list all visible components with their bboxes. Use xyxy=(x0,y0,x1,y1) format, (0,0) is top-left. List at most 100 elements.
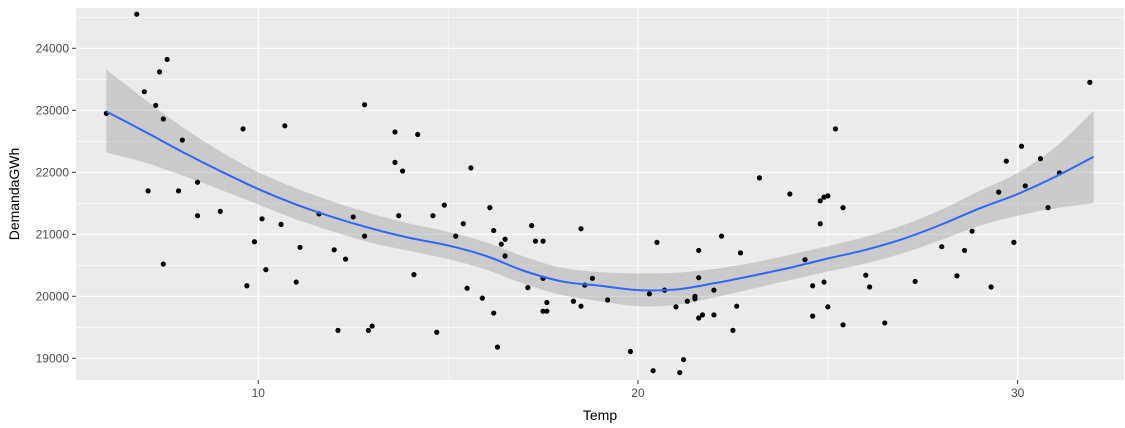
data-point xyxy=(244,283,250,289)
data-point xyxy=(1087,79,1093,85)
data-point xyxy=(540,238,546,244)
data-point xyxy=(737,250,744,256)
y-axis-title: DemandaGWh xyxy=(6,148,22,241)
data-point xyxy=(293,279,299,285)
data-point xyxy=(673,304,679,310)
data-point xyxy=(350,214,356,220)
data-point xyxy=(529,223,535,229)
data-point xyxy=(954,273,960,279)
data-point xyxy=(654,239,660,245)
data-point xyxy=(194,213,201,219)
data-point xyxy=(578,226,584,232)
data-point xyxy=(411,272,417,278)
data-point xyxy=(194,179,201,185)
data-point xyxy=(912,278,918,285)
data-point xyxy=(817,221,823,227)
data-point xyxy=(361,102,368,108)
data-point xyxy=(502,236,508,242)
data-point xyxy=(756,175,763,181)
data-point xyxy=(730,327,736,333)
data-point xyxy=(532,238,539,244)
data-point xyxy=(164,56,170,63)
data-point xyxy=(996,189,1002,195)
data-point xyxy=(711,287,717,293)
y-tick-label: 20000 xyxy=(36,289,70,303)
data-point xyxy=(570,298,577,304)
x-tick-label: 20 xyxy=(631,386,645,400)
data-point xyxy=(821,279,827,285)
data-point xyxy=(392,159,398,165)
data-point xyxy=(175,188,182,194)
data-point xyxy=(156,69,163,75)
data-point xyxy=(711,312,717,318)
data-point xyxy=(810,283,816,289)
data-point xyxy=(399,168,406,174)
data-point xyxy=(468,165,474,171)
data-point xyxy=(392,129,398,135)
x-tick-label: 30 xyxy=(1011,386,1025,400)
data-point xyxy=(680,356,687,363)
data-point xyxy=(153,102,159,108)
data-point xyxy=(160,261,166,267)
data-point xyxy=(240,126,246,132)
data-point xyxy=(544,299,550,306)
data-point xyxy=(145,188,151,194)
data-point xyxy=(627,348,633,355)
data-point xyxy=(453,233,459,239)
data-point xyxy=(494,344,501,350)
data-point xyxy=(278,221,284,227)
data-point xyxy=(365,327,371,333)
data-point xyxy=(1011,239,1017,245)
data-point xyxy=(430,213,436,219)
data-point xyxy=(863,272,869,278)
data-point xyxy=(361,233,368,239)
data-point xyxy=(259,216,265,222)
confidence-band-layer xyxy=(106,69,1094,307)
data-point xyxy=(604,297,611,303)
data-point xyxy=(491,227,497,234)
points-layer xyxy=(103,11,1093,376)
data-point xyxy=(434,329,440,335)
data-point xyxy=(540,308,546,314)
data-point xyxy=(677,369,683,376)
y-axis-ticks: 19000 20000 21000 22000 23000 24000 xyxy=(36,41,76,365)
data-point xyxy=(939,244,945,250)
data-point xyxy=(825,193,831,199)
data-point xyxy=(342,256,349,262)
data-point xyxy=(460,221,466,227)
data-point xyxy=(866,284,873,290)
data-point xyxy=(1045,205,1051,211)
data-point xyxy=(479,295,485,301)
data-point xyxy=(525,285,531,291)
y-tick-label: 19000 xyxy=(36,351,70,365)
data-point xyxy=(840,205,846,211)
y-tick-label: 23000 xyxy=(36,103,70,117)
data-point xyxy=(369,323,375,329)
data-point xyxy=(696,315,702,321)
smooth-line xyxy=(105,110,1095,292)
data-point xyxy=(696,247,702,254)
x-tick-label: 10 xyxy=(252,386,266,400)
data-point xyxy=(498,241,504,247)
data-point xyxy=(961,247,968,254)
data-point xyxy=(179,137,185,143)
data-point xyxy=(491,310,497,316)
data-point xyxy=(589,275,596,281)
data-point xyxy=(544,308,550,314)
data-point xyxy=(988,284,994,290)
data-point xyxy=(646,291,652,297)
data-point xyxy=(802,257,808,263)
data-point xyxy=(1022,183,1028,189)
data-point xyxy=(502,253,508,259)
data-point xyxy=(696,275,702,281)
data-point xyxy=(692,293,698,299)
x-axis-title: Temp xyxy=(583,407,617,423)
data-point xyxy=(464,285,470,291)
smooth-line-layer xyxy=(105,110,1095,292)
data-point xyxy=(718,233,725,239)
data-point xyxy=(734,303,740,309)
data-point xyxy=(1018,143,1025,149)
y-tick-label: 24000 xyxy=(36,41,70,55)
confidence-band xyxy=(106,69,1094,307)
